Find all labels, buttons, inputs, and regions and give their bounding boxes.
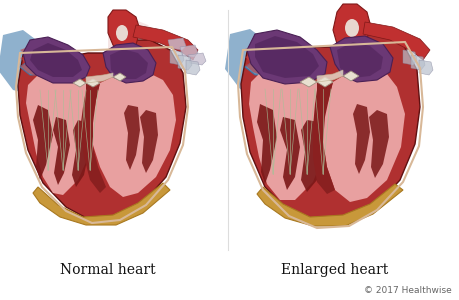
- Polygon shape: [410, 55, 424, 70]
- Polygon shape: [342, 71, 358, 81]
- Polygon shape: [124, 105, 140, 170]
- Polygon shape: [0, 30, 53, 95]
- Polygon shape: [33, 183, 170, 225]
- Polygon shape: [23, 37, 90, 83]
- Polygon shape: [108, 10, 140, 53]
- Polygon shape: [20, 61, 50, 79]
- Polygon shape: [86, 73, 113, 83]
- Polygon shape: [245, 52, 274, 70]
- Polygon shape: [402, 50, 416, 65]
- Polygon shape: [53, 117, 70, 185]
- Polygon shape: [368, 110, 388, 178]
- Polygon shape: [133, 25, 197, 60]
- Text: © 2017 Healthwise: © 2017 Healthwise: [364, 286, 451, 295]
- Polygon shape: [185, 60, 200, 75]
- Polygon shape: [113, 73, 126, 81]
- Polygon shape: [224, 29, 280, 94]
- Polygon shape: [93, 75, 176, 197]
- Polygon shape: [73, 79, 86, 87]
- Text: Normal heart: Normal heart: [60, 263, 156, 277]
- Polygon shape: [248, 70, 329, 200]
- Polygon shape: [168, 38, 185, 50]
- Polygon shape: [20, 57, 48, 75]
- Polygon shape: [300, 120, 322, 192]
- Polygon shape: [20, 45, 50, 63]
- Polygon shape: [30, 43, 82, 77]
- Polygon shape: [80, 83, 106, 193]
- Polygon shape: [245, 44, 274, 62]
- Polygon shape: [332, 4, 370, 52]
- Polygon shape: [179, 45, 197, 57]
- Polygon shape: [108, 17, 162, 80]
- Polygon shape: [336, 42, 382, 78]
- Polygon shape: [316, 77, 332, 87]
- Polygon shape: [20, 53, 50, 71]
- Polygon shape: [316, 70, 342, 82]
- Polygon shape: [110, 49, 148, 79]
- Polygon shape: [312, 82, 334, 194]
- Polygon shape: [245, 60, 274, 78]
- Polygon shape: [86, 79, 100, 87]
- Polygon shape: [257, 184, 402, 226]
- Polygon shape: [322, 74, 404, 202]
- Polygon shape: [33, 105, 53, 180]
- Text: Enlarged heart: Enlarged heart: [281, 263, 388, 277]
- Polygon shape: [418, 60, 432, 75]
- Polygon shape: [245, 57, 272, 75]
- Ellipse shape: [116, 25, 128, 41]
- Polygon shape: [72, 120, 90, 187]
- Polygon shape: [352, 104, 369, 174]
- Polygon shape: [329, 36, 392, 82]
- Polygon shape: [280, 117, 299, 190]
- Polygon shape: [257, 104, 276, 184]
- Polygon shape: [26, 75, 96, 195]
- Polygon shape: [140, 110, 157, 173]
- Polygon shape: [170, 50, 184, 65]
- Polygon shape: [188, 53, 206, 65]
- Polygon shape: [18, 40, 185, 220]
- Polygon shape: [299, 77, 316, 87]
- Polygon shape: [178, 55, 191, 70]
- Polygon shape: [241, 34, 419, 224]
- Polygon shape: [103, 43, 156, 83]
- Polygon shape: [254, 36, 318, 78]
- Polygon shape: [246, 30, 326, 84]
- Ellipse shape: [344, 19, 358, 37]
- Polygon shape: [362, 22, 429, 60]
